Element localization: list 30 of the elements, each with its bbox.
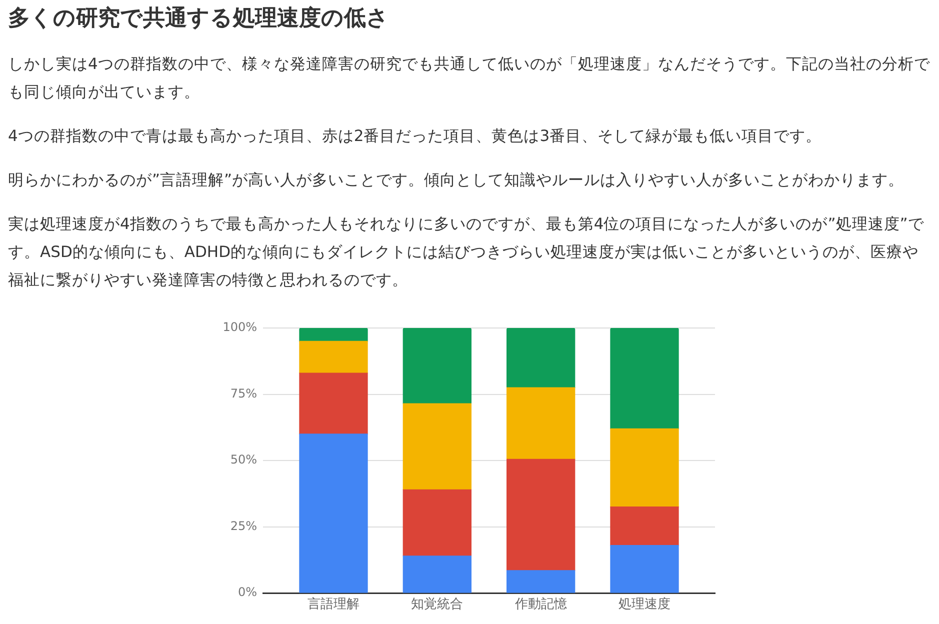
bar — [402, 403, 472, 490]
text: 4つの群指数の中で青は最も高かった項目、赤は2番目だった項目、黄色は3番目、そして緑が最も低い項目です。 — [8, 126, 823, 147]
y-tick-label: 75% — [230, 386, 257, 400]
bar — [506, 387, 576, 460]
x-tick-label: 処理速度 — [618, 596, 671, 612]
bar — [610, 428, 679, 508]
x-tick-label: 作動記憶 — [514, 597, 567, 612]
bar — [610, 544, 679, 593]
text: 明らかにわかるのが”言語理解”が高い人が多いことです。傾向として知識やルールは入りやすい人が多いことがわかります。 — [8, 170, 906, 191]
text: しかし実は4つの群指数の中で、様々な発達障害の研究でも共通して低いのが「処理速度」なんだそうです。下記の当社の分析でも同じ傾向が出ています。 — [8, 54, 930, 103]
text: 実は処理速度が4指数のうちで最も高かった人もそれなりに多いのですが、最も第4位の項目になった人が多いのが”処理速度”です。ASD的な傾向にも、ADHD的な傾向にもダイレクトには結びつきづらい処理速度が実は低いことが多いというのが、医療や福祉に繋がりやすい発達障害の特徴と思われるのです。 — [8, 214, 925, 291]
bar — [506, 458, 576, 571]
bar — [402, 489, 472, 556]
bar — [402, 328, 472, 404]
y-tick-label: 100% — [222, 320, 257, 334]
bar — [299, 328, 368, 342]
bar — [299, 372, 368, 434]
y-tick-label: 25% — [230, 518, 257, 533]
bar — [610, 328, 679, 430]
y-tick-label: 0% — [238, 585, 257, 600]
bar — [402, 556, 472, 593]
bar — [610, 506, 679, 546]
chart-title: 多くの研究で共通する処理速度の低さ — [8, 4, 390, 33]
x-tick-label: 知覚統合 — [411, 597, 464, 612]
bar — [299, 340, 368, 374]
bar — [506, 570, 576, 593]
y-tick-label: 50% — [230, 452, 257, 467]
bar — [299, 434, 368, 593]
x-tick-label: 言語理解 — [307, 596, 360, 612]
bar — [506, 328, 576, 388]
